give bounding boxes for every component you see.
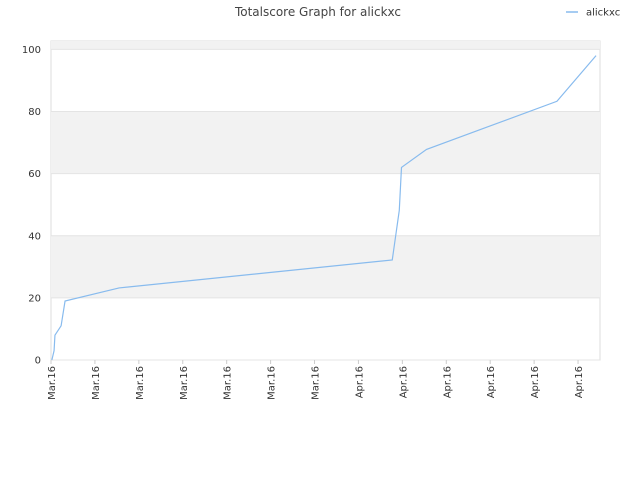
x-tick-label: Apr.16: [486, 366, 497, 398]
x-tick-label: Mar.16: [91, 366, 102, 400]
line: [51, 55, 597, 361]
x-tick-label: Mar.16: [223, 366, 234, 400]
y-tick-label: 60: [28, 169, 41, 180]
chart-title: Totalscore Graph for alickxc: [234, 5, 401, 19]
x-tick-label: Apr.16: [530, 366, 541, 398]
y-tick-label: 0: [35, 356, 41, 367]
y-tick-label: 80: [28, 107, 41, 118]
x-tick-label: Apr.16: [354, 366, 365, 398]
x-tick-label: Mar.16: [47, 366, 58, 400]
x-tick-label: Mar.16: [179, 366, 190, 400]
x-tick-label: Mar.16: [311, 366, 322, 400]
y-tick-label: 20: [28, 293, 41, 304]
plot-area: [50, 40, 601, 361]
grid-band: [51, 41, 600, 50]
x-tick-label: Apr.16: [398, 366, 409, 398]
legend-label: alickxc: [586, 8, 620, 19]
x-tick-label: Apr.16: [442, 366, 453, 398]
y-tick-label: 40: [28, 231, 41, 242]
x-tick-label: Mar.16: [267, 366, 278, 400]
x-tick-label: Mar.16: [135, 366, 146, 400]
y-tick-label: 100: [22, 45, 41, 56]
x-tick-label: Apr.16: [574, 366, 585, 398]
grid-band: [51, 111, 600, 174]
